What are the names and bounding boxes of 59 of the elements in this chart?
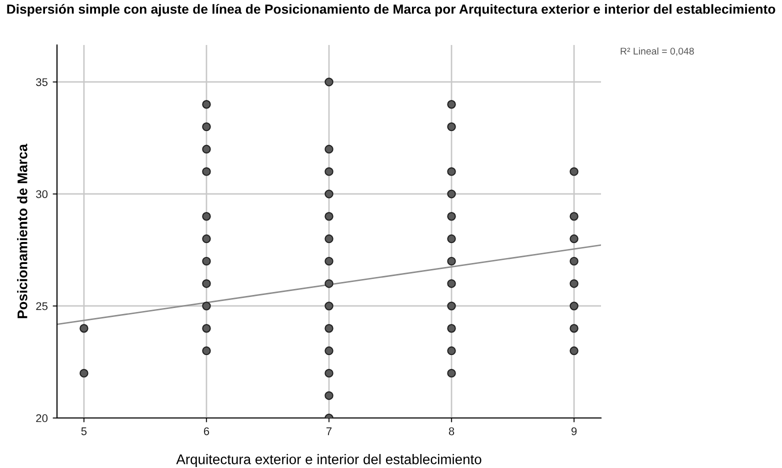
point: [570, 279, 578, 288]
point: [570, 346, 578, 356]
point: [570, 324, 578, 333]
point: [447, 100, 456, 109]
point: [447, 212, 456, 221]
point: [324, 346, 334, 356]
point: [202, 167, 211, 176]
point: [202, 234, 211, 244]
point: [202, 346, 211, 356]
point: [447, 167, 456, 176]
point: [570, 256, 578, 266]
y-tick-label: 25: [36, 302, 48, 310]
x-tick-label: 8: [448, 427, 454, 436]
point: [202, 324, 211, 333]
point: [447, 302, 456, 310]
x-tick-label: 7: [326, 427, 332, 436]
point: [324, 234, 334, 244]
y-tick-label: 30: [36, 190, 48, 198]
y-tick-label: 20: [36, 414, 48, 422]
point: [570, 212, 578, 221]
point: [447, 346, 456, 356]
point: [324, 302, 334, 310]
point: [447, 190, 456, 198]
point: [324, 144, 334, 154]
point: [324, 324, 334, 333]
point: [324, 256, 334, 266]
point: [324, 391, 334, 400]
point: [324, 279, 334, 288]
point: [570, 167, 578, 176]
point: [202, 122, 211, 132]
chart-title: Dispersión simple con ajuste de línea de Posicionamiento de Marca por Arquitectura exterior e interior del establecimiento: [7, 4, 776, 16]
x-tick-label: 6: [204, 427, 210, 436]
point: [447, 234, 456, 244]
point: [324, 78, 334, 86]
point: [202, 100, 211, 109]
point: [324, 368, 334, 378]
point: [447, 122, 456, 132]
point: [202, 144, 211, 154]
x-tick-label: 5: [81, 427, 87, 436]
point: [202, 212, 211, 221]
point: [570, 234, 578, 244]
point: [324, 167, 334, 176]
point: [447, 279, 456, 288]
point: [202, 279, 211, 288]
y-tick-label: 35: [36, 78, 48, 86]
text: R² Lineal = 0,048: [620, 47, 694, 56]
point: [202, 302, 211, 310]
point: [80, 324, 88, 333]
point: [447, 324, 456, 333]
point: [324, 212, 334, 221]
point: [447, 256, 456, 266]
y-axis-title: Posicionamiento de Marca: [17, 144, 28, 318]
point: [447, 368, 456, 378]
x-tick-label: 9: [571, 427, 577, 436]
point: [570, 302, 578, 310]
point: [202, 256, 211, 266]
point: [324, 190, 334, 198]
point: [80, 368, 88, 378]
x-axis-title: Arquitectura exterior e interior del establecimiento: [176, 454, 482, 467]
